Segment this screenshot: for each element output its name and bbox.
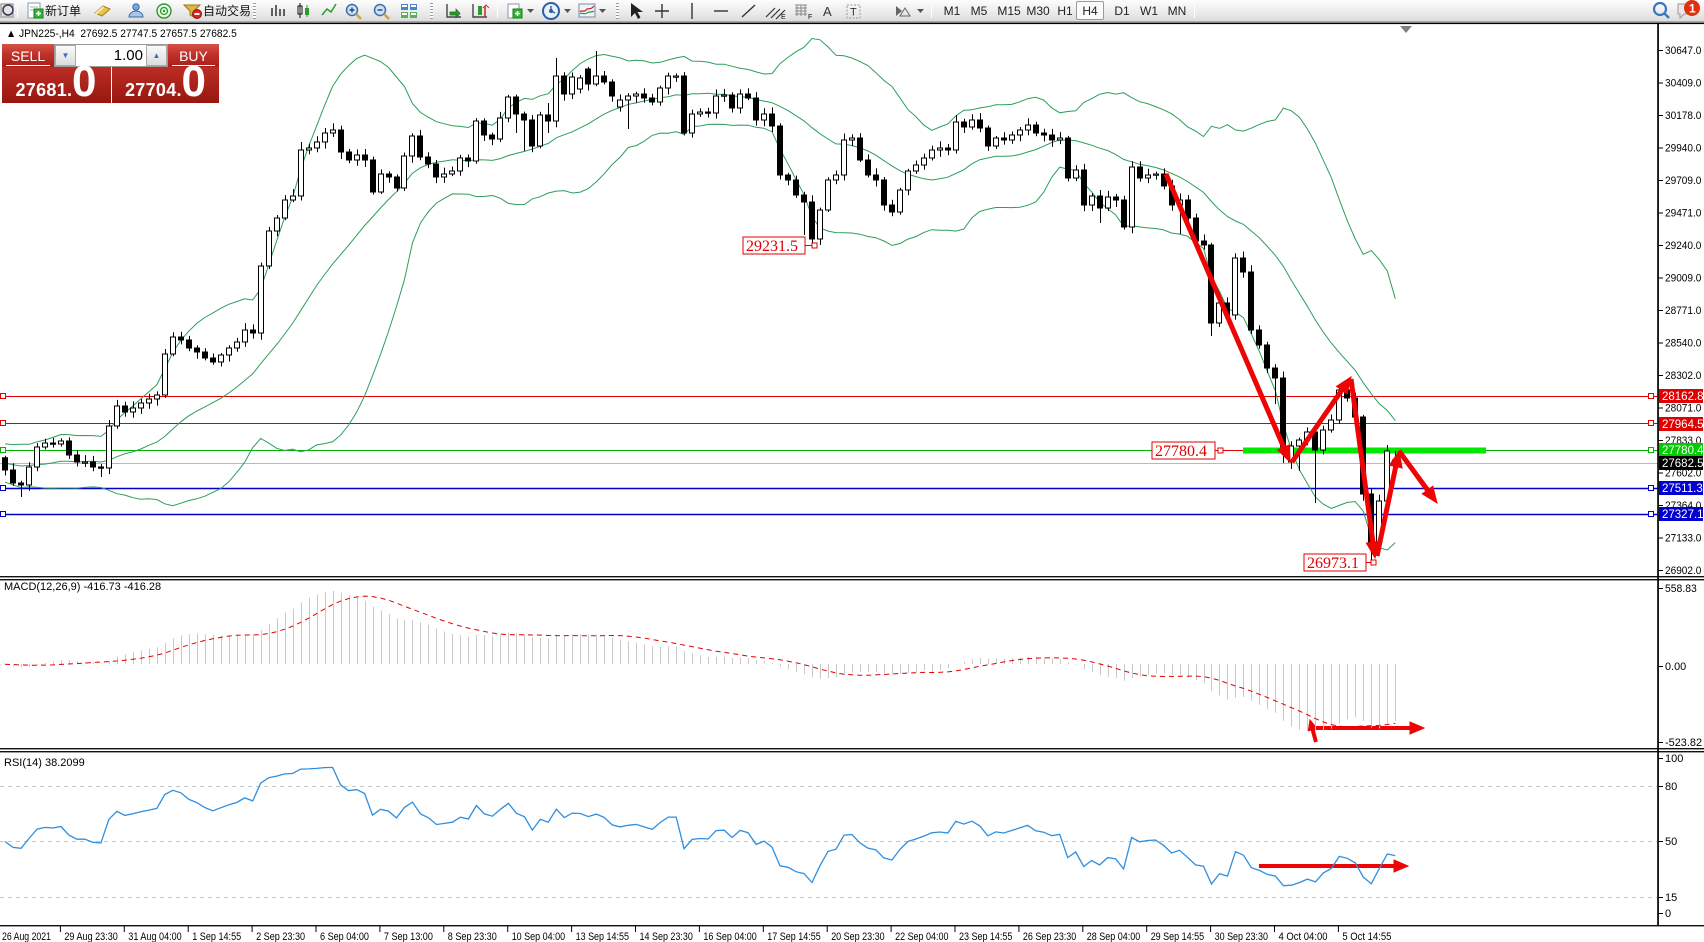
svg-text:T: T xyxy=(850,7,857,19)
svg-text:28771.0: 28771.0 xyxy=(1665,305,1701,317)
svg-text:F: F xyxy=(808,14,812,21)
svg-text:20 Sep 23:30: 20 Sep 23:30 xyxy=(831,931,884,942)
svg-text:1: 1 xyxy=(1689,2,1696,16)
svg-text:27780.4: 27780.4 xyxy=(1662,445,1704,457)
svg-text:15: 15 xyxy=(1665,892,1677,904)
svg-text:29 Sep 14:55: 29 Sep 14:55 xyxy=(1151,931,1204,942)
svg-text:26973.1: 26973.1 xyxy=(1307,555,1359,572)
svg-text:30 Sep 23:30: 30 Sep 23:30 xyxy=(1215,931,1268,942)
svg-text:8 Sep 23:30: 8 Sep 23:30 xyxy=(448,931,497,942)
svg-text:14 Sep 23:30: 14 Sep 23:30 xyxy=(640,931,693,942)
svg-text:100: 100 xyxy=(1665,753,1683,765)
svg-text:29 Aug 23:30: 29 Aug 23:30 xyxy=(64,931,117,942)
svg-text:27133.0: 27133.0 xyxy=(1665,533,1701,545)
svg-text:E: E xyxy=(781,14,786,21)
svg-text:28540.0: 28540.0 xyxy=(1665,338,1701,350)
svg-text:RSI(14) 38.2099: RSI(14) 38.2099 xyxy=(4,757,85,769)
svg-text:4 Oct 04:00: 4 Oct 04:00 xyxy=(1279,931,1328,942)
svg-text:28071.0: 28071.0 xyxy=(1665,403,1701,415)
svg-text:10 Sep 04:00: 10 Sep 04:00 xyxy=(512,931,565,942)
svg-text:27327.1: 27327.1 xyxy=(1662,509,1704,521)
svg-text:29240.0: 29240.0 xyxy=(1665,240,1701,252)
svg-text:MACD(12,26,9) -416.73 -416.28: MACD(12,26,9) -416.73 -416.28 xyxy=(4,581,161,593)
svg-text:80: 80 xyxy=(1665,781,1677,793)
svg-text:27602.0: 27602.0 xyxy=(1665,468,1701,480)
svg-text:16 Sep 04:00: 16 Sep 04:00 xyxy=(703,931,756,942)
svg-text:0.00: 0.00 xyxy=(1665,661,1686,673)
svg-text:50: 50 xyxy=(1665,836,1677,848)
svg-text:A: A xyxy=(823,4,832,19)
svg-text:30409.0: 30409.0 xyxy=(1665,78,1701,90)
svg-text:29940.0: 29940.0 xyxy=(1665,143,1701,155)
svg-text:22 Sep 04:00: 22 Sep 04:00 xyxy=(895,931,948,942)
svg-text:28302.0: 28302.0 xyxy=(1665,370,1701,382)
svg-text:29709.0: 29709.0 xyxy=(1665,175,1701,187)
svg-text:27780.4: 27780.4 xyxy=(1155,443,1207,460)
svg-text:17 Sep 14:55: 17 Sep 14:55 xyxy=(767,931,820,942)
svg-text:27964.5: 27964.5 xyxy=(1662,419,1704,431)
svg-text:29471.0: 29471.0 xyxy=(1665,208,1701,220)
svg-text:2 Sep 23:30: 2 Sep 23:30 xyxy=(256,931,305,942)
svg-text:558.83: 558.83 xyxy=(1665,583,1697,595)
svg-text:29009.0: 29009.0 xyxy=(1665,273,1701,285)
svg-text:23 Sep 14:55: 23 Sep 14:55 xyxy=(959,931,1012,942)
svg-text:0: 0 xyxy=(1665,908,1671,920)
svg-text:30647.0: 30647.0 xyxy=(1665,45,1701,57)
svg-text:7 Sep 13:00: 7 Sep 13:00 xyxy=(384,931,433,942)
svg-text:26902.0: 26902.0 xyxy=(1665,565,1701,577)
svg-text:31 Aug 04:00: 31 Aug 04:00 xyxy=(128,931,181,942)
svg-text:5 Oct 14:55: 5 Oct 14:55 xyxy=(1342,931,1391,942)
svg-text:13 Sep 14:55: 13 Sep 14:55 xyxy=(576,931,629,942)
svg-text:-523.82: -523.82 xyxy=(1665,737,1702,749)
svg-text:6 Sep 04:00: 6 Sep 04:00 xyxy=(320,931,369,942)
svg-text:26 Sep 23:30: 26 Sep 23:30 xyxy=(1023,931,1076,942)
svg-text:30178.0: 30178.0 xyxy=(1665,110,1701,122)
svg-text:27682.5: 27682.5 xyxy=(1662,458,1704,470)
svg-text:1 Sep 14:55: 1 Sep 14:55 xyxy=(192,931,241,942)
svg-text:28162.8: 28162.8 xyxy=(1662,391,1704,403)
svg-text:29231.5: 29231.5 xyxy=(746,238,798,255)
svg-text:28 Sep 04:00: 28 Sep 04:00 xyxy=(1087,931,1140,942)
svg-text:26 Aug 2021: 26 Aug 2021 xyxy=(2,931,51,942)
svg-text:27511.3: 27511.3 xyxy=(1662,483,1703,495)
